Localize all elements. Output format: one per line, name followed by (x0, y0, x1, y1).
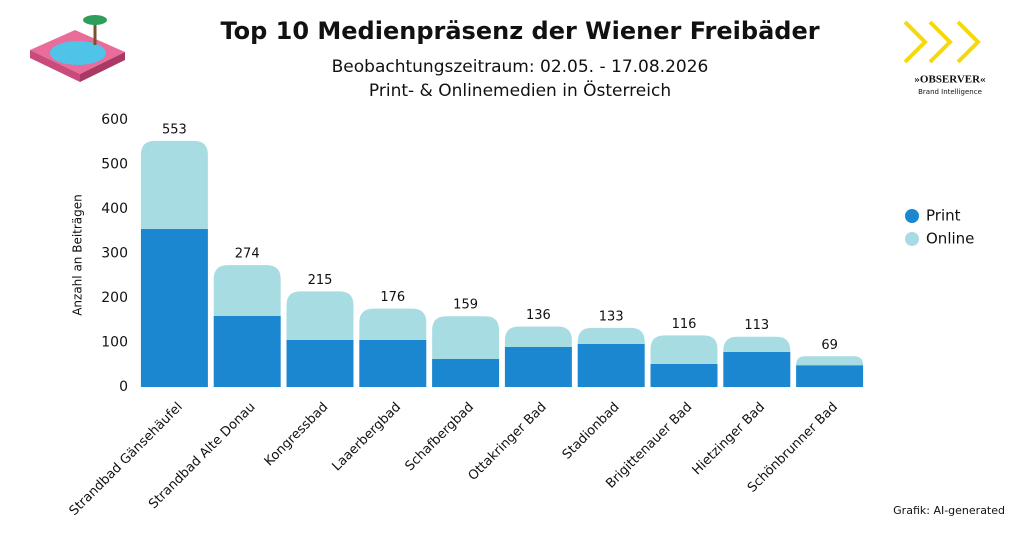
bar-segment (650, 335, 718, 364)
bar-segment (650, 363, 718, 387)
y-tick-label: 600 (101, 112, 128, 128)
bar-segment (286, 339, 354, 387)
bar-segment (432, 358, 500, 387)
y-tick-label: 200 (101, 290, 128, 306)
data-label: 176 (380, 290, 405, 305)
bar-segment (359, 339, 427, 387)
bar-segment (359, 308, 427, 340)
chart-title: Top 10 Medienpräsenz der Wiener Freibäde… (220, 17, 819, 45)
data-label: 215 (308, 273, 333, 288)
data-label: 116 (672, 317, 697, 332)
pool-illustration (30, 15, 125, 82)
logo: »OBSERVER« Brand Intelligence (903, 20, 986, 96)
subtitle: Print- & Onlinemedien in Österreich (369, 79, 671, 101)
y-axis-label: Anzahl an Beiträgen (71, 194, 85, 316)
legend-marker (905, 232, 919, 246)
credit: Grafik: AI-generated (893, 504, 1005, 517)
data-label: 274 (235, 247, 260, 262)
y-tick-label: 100 (101, 335, 128, 351)
y-tick-label: 0 (119, 379, 128, 395)
bar-segment (796, 365, 864, 387)
legend-label: Online (926, 230, 974, 248)
bar-segment (432, 316, 500, 359)
data-label: 553 (162, 122, 187, 137)
bar-segment (140, 229, 208, 387)
bar-segment (577, 343, 645, 387)
bar-segment (723, 336, 791, 352)
bar-segment (504, 346, 572, 387)
data-label: 113 (744, 318, 769, 333)
bar-segment (213, 265, 281, 316)
legend-label: Print (926, 207, 961, 225)
y-tick-label: 400 (101, 201, 128, 217)
bar-segment (140, 140, 208, 230)
data-label: 136 (526, 308, 551, 323)
logo-name: »OBSERVER« (914, 74, 986, 86)
y-tick-label: 300 (101, 246, 128, 262)
bar-segment (796, 356, 864, 366)
y-tick-label: 500 (101, 157, 128, 173)
logo-tagline: Brand Intelligence (918, 88, 982, 96)
data-label: 69 (821, 338, 838, 353)
subtitle: Beobachtungszeitraum: 02.05. - 17.08.202… (332, 57, 709, 77)
bar-segment (577, 327, 645, 344)
bar-segment (286, 291, 354, 340)
data-label: 159 (453, 298, 478, 313)
bar-segment (213, 315, 281, 387)
data-label: 133 (599, 309, 624, 324)
bar-segment (723, 351, 791, 387)
legend-marker (905, 209, 919, 223)
bar-segment (504, 326, 572, 347)
